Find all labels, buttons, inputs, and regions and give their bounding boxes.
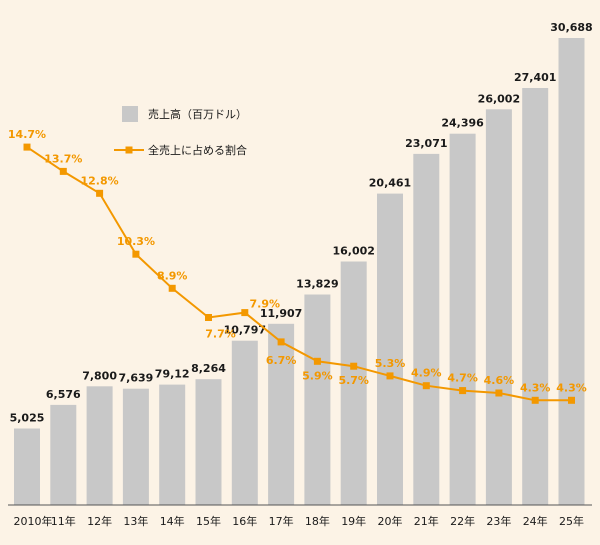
legend-line-marker xyxy=(125,146,133,154)
x-tick-label: 22年 xyxy=(450,514,475,528)
pct-label: 13.7% xyxy=(44,152,82,165)
line-point-15 xyxy=(531,396,539,404)
line-point-10 xyxy=(350,362,358,370)
bar-value-label: 30,688 xyxy=(550,21,592,34)
x-tick-label: 24年 xyxy=(523,514,548,528)
bars-group xyxy=(14,38,585,506)
bar-value-label: 6,576 xyxy=(46,388,81,401)
bar-value-label: 7,639 xyxy=(119,372,154,385)
line-point-9 xyxy=(313,357,321,365)
legend-line-label: 全売上に占める割合 xyxy=(148,143,247,157)
bar-10 xyxy=(340,261,367,505)
bar-8 xyxy=(268,323,295,505)
line-point-13 xyxy=(459,387,467,395)
bar-15 xyxy=(522,88,549,505)
bar-1 xyxy=(14,428,40,505)
line-point-14 xyxy=(495,389,503,397)
bar-6 xyxy=(195,379,222,505)
bar-value-label: 23,071 xyxy=(405,137,447,150)
legend-bar-label: 売上高（百万ドル） xyxy=(148,107,247,121)
x-tick-label: 20年 xyxy=(378,514,403,528)
pct-label: 14.7% xyxy=(8,128,46,141)
line-point-11 xyxy=(386,372,394,380)
line-point-16 xyxy=(568,396,575,404)
bar-value-label: 11,907 xyxy=(260,307,302,320)
bar-value-label: 27,401 xyxy=(514,71,556,84)
bar-16 xyxy=(558,38,585,505)
pct-labels-group: 14.7% 13.7% 12.8% 10.3% 8.9% 7.7% 7.9% 6.7% 5.9%… xyxy=(8,128,587,394)
x-tick-label: 2010年 xyxy=(14,514,53,528)
bar-value-label: 20,461 xyxy=(369,177,411,190)
pct-label: 4.6% xyxy=(484,374,515,387)
bar-5 xyxy=(159,384,186,505)
pct-label: 4.9% xyxy=(411,367,442,380)
pct-label: 4.3% xyxy=(520,381,551,394)
bar-12 xyxy=(413,153,440,505)
pct-label: 10.3% xyxy=(117,235,155,248)
bar-9 xyxy=(304,294,331,505)
bar-value-label: 5,025 xyxy=(10,412,45,425)
bar-14 xyxy=(485,109,512,506)
x-tick-label: 18年 xyxy=(305,514,330,528)
x-tick-label: 21年 xyxy=(414,514,439,528)
pct-label: 5.3% xyxy=(375,357,406,370)
line-point-4 xyxy=(132,250,140,258)
legend: 売上高（百万ドル） 全売上に占める割合 xyxy=(114,106,247,157)
pct-label: 5.7% xyxy=(338,374,369,387)
line-point-5 xyxy=(168,284,176,292)
bar-value-label: 24,396 xyxy=(441,117,484,130)
x-tick-label: 23年 xyxy=(486,514,511,528)
pct-label: 6.7% xyxy=(266,354,297,367)
bar-value-label: 13,829 xyxy=(296,278,338,291)
bar-value-label: 7,800 xyxy=(82,369,117,382)
line-point-2 xyxy=(59,167,67,175)
line-point-1 xyxy=(23,143,31,151)
x-tick-label: 13年 xyxy=(123,514,148,528)
x-tick-label: 15年 xyxy=(196,514,221,528)
pct-label: 12.8% xyxy=(81,174,119,187)
pct-label: 4.3% xyxy=(556,381,587,394)
share-line xyxy=(26,146,572,402)
x-tick-label: 11年 xyxy=(51,514,76,528)
bar-value-label: 79,12 xyxy=(155,368,190,381)
x-tick-label: 17年 xyxy=(269,514,294,528)
x-tick-label: 12年 xyxy=(87,514,112,528)
bar-4 xyxy=(122,388,149,505)
bar-11 xyxy=(377,193,403,505)
line-point-7 xyxy=(241,309,249,317)
pct-label: 7.9% xyxy=(250,298,281,311)
bar-value-label: 10,797 xyxy=(224,324,266,337)
bar-7 xyxy=(231,340,258,505)
line-point-3 xyxy=(96,189,104,197)
bar-value-label: 8,264 xyxy=(191,362,226,375)
legend-bar-swatch xyxy=(122,106,138,122)
x-tick-label: 14年 xyxy=(160,514,185,528)
x-tick-label: 19年 xyxy=(341,514,366,528)
bar-13 xyxy=(449,133,476,505)
pct-label: 8.9% xyxy=(157,269,188,282)
x-tick-label: 16年 xyxy=(232,514,257,528)
line-point-6 xyxy=(205,314,212,321)
bar-value-label: 16,002 xyxy=(332,245,374,258)
line-point-8 xyxy=(277,338,285,346)
x-tick-label: 25年 xyxy=(559,514,584,528)
bar-3 xyxy=(86,386,113,505)
line-group xyxy=(23,143,575,404)
pct-label: 5.9% xyxy=(302,369,333,382)
bar-2 xyxy=(50,404,77,505)
bar-value-label: 26,002 xyxy=(478,92,520,105)
line-point-12 xyxy=(422,382,430,390)
pct-label: 7.7% xyxy=(205,328,236,341)
pct-label: 4.7% xyxy=(447,372,478,385)
